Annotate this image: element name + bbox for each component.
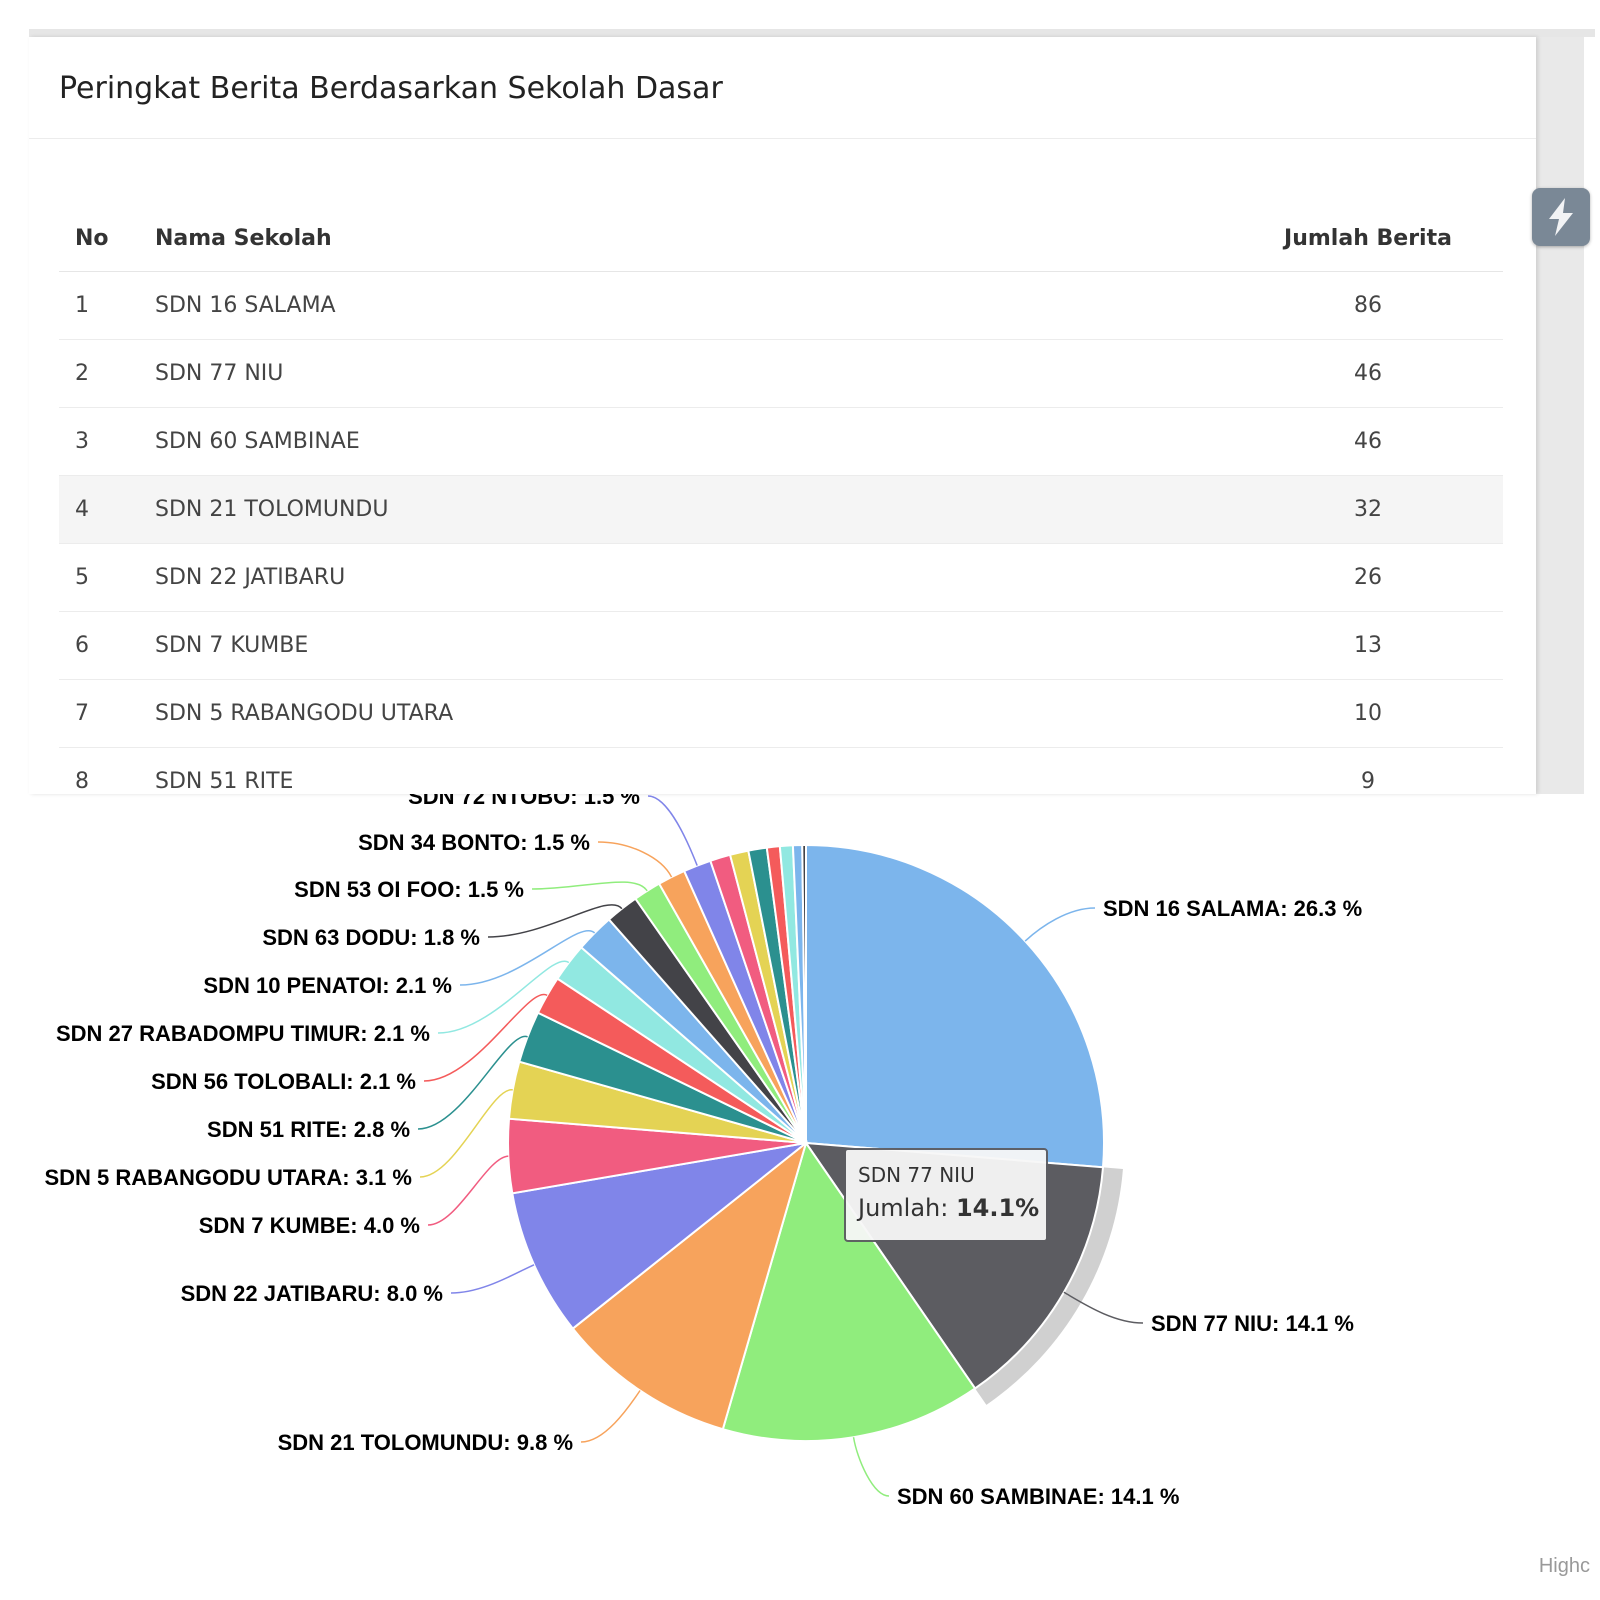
cell-name: SDN 7 KUMBE [155,611,1233,680]
right-rail [1536,37,1584,794]
cell-count: 26 [1233,543,1503,612]
cell-no: 2 [59,339,155,408]
connector-line [437,960,570,1034]
pie-slice[interactable] [571,1140,808,1431]
data-label: SDN 56 TOLOBALI: 2.1 % [151,1069,416,1094]
cell-no: 3 [59,407,155,476]
data-label: SDN 63 DODU: 1.8 % [262,925,480,950]
cell-name: SDN 5 RABANGODU UTARA [155,679,1233,748]
cell-count: 9 [1233,747,1503,794]
pie-slice[interactable] [801,843,807,1144]
table-row[interactable]: 7 SDN 5 RABANGODU UTARA 10 [59,679,1503,748]
cell-count: 13 [1233,611,1503,680]
page-top-bar [29,29,1595,37]
connector-line [450,1264,535,1294]
connector-line [852,1437,890,1497]
table-row[interactable]: 5 SDN 22 JATIBARU 26 [59,543,1503,612]
connector-line [419,1089,513,1178]
table-row[interactable]: 3 SDN 60 SAMBINAE 46 [59,407,1503,476]
cell-name: SDN 77 NIU [155,339,1233,408]
cell-no: 1 [59,271,155,340]
connector-line [580,1390,641,1443]
data-label: SDN 53 OI FOO: 1.5 % [294,877,524,902]
chart-credit[interactable]: Highc [1538,1555,1590,1577]
data-label: SDN 10 PENATOI: 2.1 % [203,973,452,998]
data-label: SDN 7 KUMBE: 4.0 % [199,1213,420,1238]
cell-no: 4 [59,475,155,544]
table-row[interactable]: 6 SDN 7 KUMBE 13 [59,611,1503,680]
cell-name: SDN 22 JATIBARU [155,543,1233,612]
cell-name: SDN 16 SALAMA [155,271,1233,340]
tooltip-name: SDN 77 NIU [858,1163,975,1187]
header-name[interactable]: Nama Sekolah [155,205,1233,272]
table-row[interactable]: 1 SDN 16 SALAMA 86 [59,271,1503,340]
table-row-hovered[interactable]: 4 SDN 21 TOLOMUNDU 32 [59,475,1503,544]
cell-count: 86 [1233,271,1503,340]
connector-line [1063,1291,1144,1324]
data-label: SDN 21 TOLOMUNDU: 9.8 % [278,1430,573,1455]
data-label: SDN 51 RITE: 2.8 % [207,1117,410,1142]
connector-line [427,1155,509,1226]
connector-line [417,1035,528,1130]
ranking-table: No Nama Sekolah Jumlah Berita 1 SDN 16 S… [59,205,1503,794]
data-label: SDN 34 BONTO: 1.5 % [358,830,590,855]
cell-name: SDN 60 SAMBINAE [155,407,1233,476]
pie-slice[interactable] [511,1142,807,1330]
connector-line [459,930,596,986]
cell-count: 32 [1233,475,1503,544]
connector-line [487,904,623,938]
floating-widget-button[interactable] [1532,188,1590,246]
cell-no: 8 [59,747,155,794]
header-count[interactable]: Jumlah Berita [1233,205,1503,272]
ranking-card: Peringkat Berita Berdasarkan Sekolah Das… [29,37,1536,794]
table-row[interactable]: 2 SDN 77 NIU 46 [59,339,1503,408]
cell-count: 46 [1233,407,1503,476]
connector-line [647,795,698,866]
cell-no: 5 [59,543,155,612]
pie-slice[interactable] [805,843,1105,1169]
cell-count: 46 [1233,339,1503,408]
card-divider [29,138,1536,139]
data-label: SDN 16 SALAMA: 26.3 % [1103,896,1362,921]
cell-no: 6 [59,611,155,680]
data-label: SDN 27 RABADOMPU TIMUR: 2.1 % [56,1021,430,1046]
pie-chart: SDN 16 SALAMA: 26.3 % SDN 77 NIU: 14.1 % S… [0,794,1600,1600]
header-no[interactable]: No [59,205,155,272]
chart-tooltip: SDN 77 NIU Jumlah: 14.1% [844,1148,1048,1242]
connector-line [531,881,648,892]
lightning-icon [1549,198,1573,236]
connector-line [1024,907,1096,942]
cell-name: SDN 21 TOLOMUNDU [155,475,1233,544]
data-label: SDN 72 NTOBO: 1.5 % [408,794,640,809]
data-label: SDN 5 RABANGODU UTARA: 3.1 % [44,1165,412,1190]
pie-slice[interactable] [721,1140,977,1442]
data-label: SDN 60 SAMBINAE: 14.1 % [897,1484,1179,1509]
tooltip-value: Jumlah: 14.1% [856,1194,1039,1222]
cell-name: SDN 51 RITE [155,747,1233,794]
table-header-row: No Nama Sekolah Jumlah Berita [59,205,1503,272]
cell-count: 10 [1233,679,1503,748]
table-row[interactable]: 8 SDN 51 RITE 9 [59,747,1503,794]
card-title: Peringkat Berita Berdasarkan Sekolah Das… [59,71,723,106]
cell-no: 7 [59,679,155,748]
pie-chart-svg: SDN 16 SALAMA: 26.3 % SDN 77 NIU: 14.1 % S… [44,794,1362,1509]
connector-line [423,993,548,1082]
connector-line [597,841,673,878]
data-label: SDN 22 JATIBARU: 8.0 % [181,1281,443,1306]
data-label: SDN 77 NIU: 14.1 % [1151,1311,1354,1336]
